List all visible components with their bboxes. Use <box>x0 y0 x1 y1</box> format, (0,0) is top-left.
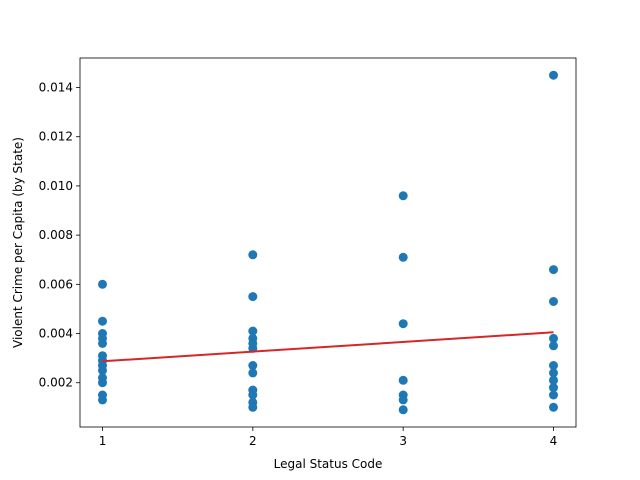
y-axis: 0.002 0.004 0.006 0.008 0.010 0.012 0.014 <box>39 81 80 390</box>
data-point <box>549 361 558 370</box>
x-tick-label: 4 <box>550 434 558 448</box>
data-point <box>549 368 558 378</box>
data-point <box>398 252 408 262</box>
y-tick-label: 0.006 <box>39 277 73 291</box>
data-point <box>98 316 107 326</box>
data-point <box>549 375 558 385</box>
data-point <box>549 265 558 275</box>
data-point <box>248 361 258 370</box>
data-point <box>98 338 107 348</box>
y-tick-label: 0.014 <box>39 81 73 95</box>
data-point <box>549 297 558 306</box>
data-point <box>248 326 258 336</box>
y-tick-label: 0.002 <box>39 376 73 390</box>
data-point <box>398 375 408 385</box>
data-point <box>98 365 107 375</box>
data-point <box>248 368 258 378</box>
data-point <box>98 279 107 289</box>
trend-line <box>102 331 554 363</box>
data-point <box>398 191 408 201</box>
data-point <box>398 405 408 415</box>
y-tick-label: 0.010 <box>39 179 73 193</box>
data-point <box>398 319 408 329</box>
data-point <box>549 341 558 351</box>
data-point <box>248 292 258 302</box>
y-tick-label: 0.008 <box>39 228 73 242</box>
x-tick-label: 2 <box>249 434 257 448</box>
data-point <box>98 395 107 405</box>
x-tick-label: 1 <box>99 434 107 448</box>
data-point <box>549 333 558 343</box>
data-point <box>398 395 408 405</box>
data-point <box>549 70 558 80</box>
data-point <box>248 402 258 412</box>
data-point <box>549 383 558 393</box>
x-axis-label: Legal Status Code <box>274 457 383 471</box>
data-point <box>98 378 107 388</box>
data-point <box>549 390 558 400</box>
axes-frame <box>79 57 577 428</box>
data-point <box>549 402 558 412</box>
x-tick-label: 3 <box>399 434 407 448</box>
plot-area <box>98 70 558 415</box>
y-axis-label: Violent Crime per Capita (by State) <box>11 137 25 348</box>
y-tick-label: 0.004 <box>39 327 73 341</box>
data-point <box>248 390 258 400</box>
y-tick-label: 0.012 <box>39 130 73 144</box>
data-point <box>248 250 258 260</box>
x-axis: 1 2 3 4 <box>99 427 558 448</box>
